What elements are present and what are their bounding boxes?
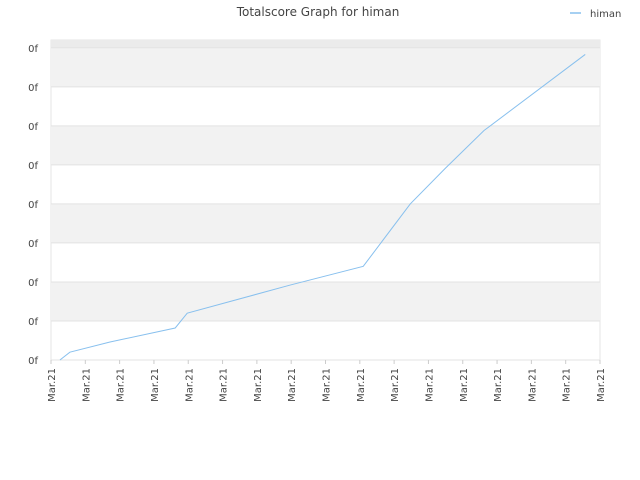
chart-title: Totalscore Graph for himan	[236, 5, 400, 19]
x-tick-label: Mar.21	[287, 368, 298, 402]
x-tick-label: Mar.21	[81, 368, 92, 402]
y-tick-label: 0f	[28, 278, 38, 289]
y-tick-label: 0f	[28, 356, 38, 367]
y-tick-label: 0f	[28, 239, 38, 250]
x-tick-label: Mar.21	[424, 368, 435, 402]
plot-band	[51, 203, 600, 243]
data-line	[59, 54, 586, 361]
x-tick-label: Mar.21	[184, 368, 195, 402]
y-tick-label: 0f	[28, 317, 38, 328]
x-tick-label: Mar.21	[527, 368, 538, 402]
legend-label: himan	[590, 9, 621, 20]
x-tick-label: Mar.21	[219, 368, 230, 402]
x-tick-label: Mar.21	[322, 368, 333, 402]
y-tick-label: 0f	[28, 122, 38, 133]
x-tick-label: Mar.21	[356, 368, 367, 402]
y-tick-label: 0f	[28, 83, 38, 94]
y-tick-label: 0f	[28, 44, 38, 55]
x-tick-label: Mar.21	[459, 368, 470, 402]
x-tick-label: Mar.21	[390, 368, 401, 402]
x-tick-label: Mar.21	[493, 368, 504, 402]
x-tick-label: Mar.21	[562, 368, 573, 402]
plot-band	[51, 40, 600, 48]
plot-band	[51, 47, 600, 87]
y-tick-label: 0f	[28, 161, 38, 172]
x-tick-label: Mar.21	[150, 368, 161, 402]
x-tick-label: Mar.21	[47, 368, 58, 402]
x-tick-label: Mar.21	[596, 368, 607, 402]
plot-band	[51, 125, 600, 165]
x-tick-label: Mar.21	[253, 368, 264, 402]
x-tick-label: Mar.21	[116, 368, 127, 402]
y-tick-label: 0f	[28, 200, 38, 211]
plot-band	[51, 281, 600, 321]
